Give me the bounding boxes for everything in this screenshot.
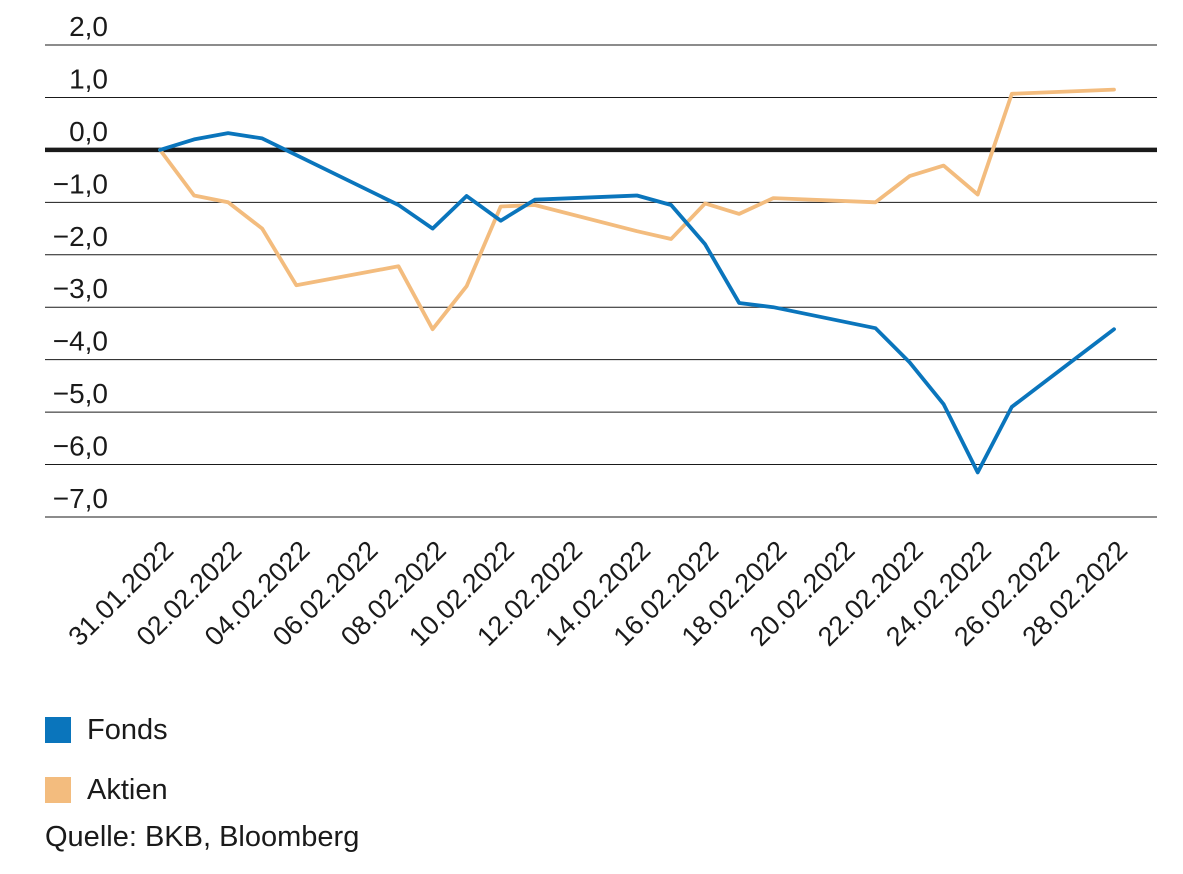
legend: Fonds Aktien: [45, 700, 168, 820]
legend-label-fonds: Fonds: [87, 713, 168, 746]
line-chart: 2,0 1,0 0,0 −1,0 −2,0 −3,0 −4,0 −5,0 −6,0 −7,0 31…: [45, 11, 1157, 652]
y-tick-label: −1,0: [53, 168, 108, 199]
series-line-aktien: [158, 87, 1116, 332]
y-tick-label: −2,0: [53, 221, 108, 252]
series-lines: [158, 87, 1116, 475]
y-tick-label: −5,0: [53, 378, 108, 409]
legend-label-aktien: Aktien: [87, 773, 168, 806]
legend-swatch-fonds: [45, 717, 71, 743]
y-tick-label: 0,0: [69, 116, 108, 147]
y-tick-label: 1,0: [69, 63, 108, 94]
source-note: Quelle: BKB, Bloomberg: [45, 821, 360, 853]
y-axis-tick-labels: 2,0 1,0 0,0 −1,0 −2,0 −3,0 −4,0 −5,0 −6,0 −7,0: [53, 11, 108, 514]
x-axis-tick-labels: 31.01.202202.02.202204.02.202206.02.2022…: [62, 535, 1133, 652]
legend-item-aktien: Aktien: [45, 760, 168, 820]
y-tick-label: −3,0: [53, 273, 108, 304]
y-tick-label: −6,0: [53, 431, 108, 462]
legend-swatch-aktien: [45, 777, 71, 803]
series-line-fonds: [158, 131, 1116, 475]
legend-item-fonds: Fonds: [45, 700, 168, 760]
y-tick-label: −7,0: [53, 483, 108, 514]
y-tick-label: −4,0: [53, 326, 108, 357]
y-tick-label: 2,0: [69, 11, 108, 42]
